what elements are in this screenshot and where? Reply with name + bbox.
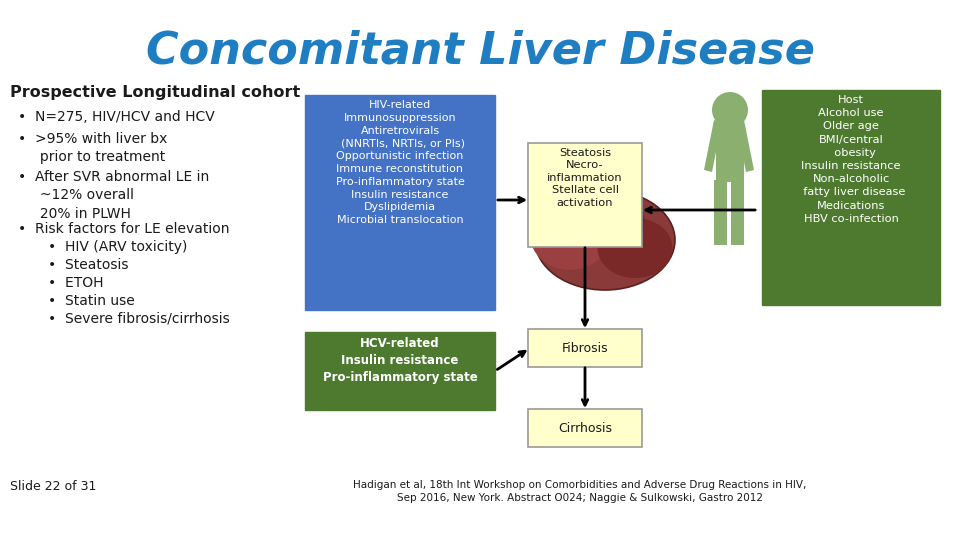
Text: •  After SVR abnormal LE in
     ~12% overall
     20% in PLWH: • After SVR abnormal LE in ~12% overall …: [18, 170, 209, 221]
Text: Steatosis
Necro-
inflammation
Stellate cell
activation: Steatosis Necro- inflammation Stellate c…: [547, 148, 623, 207]
FancyBboxPatch shape: [305, 332, 495, 410]
Text: •  ETOH: • ETOH: [48, 276, 104, 290]
Ellipse shape: [530, 200, 610, 270]
Text: •  N=275, HIV/HCV and HCV: • N=275, HIV/HCV and HCV: [18, 110, 215, 124]
FancyBboxPatch shape: [305, 95, 495, 310]
FancyBboxPatch shape: [528, 143, 642, 247]
Text: •  Steatosis: • Steatosis: [48, 258, 129, 272]
Text: •  HIV (ARV toxicity): • HIV (ARV toxicity): [48, 240, 187, 254]
FancyBboxPatch shape: [528, 329, 642, 367]
Text: Slide 22 of 31: Slide 22 of 31: [10, 480, 96, 493]
Text: HIV-related
Immunosuppression
Antiretrovirals
  (NNRTIs, NRTIs, or PIs)
Opportun: HIV-related Immunosuppression Antiretrov…: [334, 100, 466, 225]
Bar: [731, 180, 744, 245]
Text: Hadigan et al, 18th Int Workshop on Comorbidities and Adverse Drug Reactions in : Hadigan et al, 18th Int Workshop on Como…: [353, 480, 806, 503]
Text: Fibrosis: Fibrosis: [562, 341, 609, 354]
Text: •  Statin use: • Statin use: [48, 294, 134, 308]
Text: •  Severe fibrosis/cirrhosis: • Severe fibrosis/cirrhosis: [48, 312, 229, 326]
Text: Concomitant Liver Disease: Concomitant Liver Disease: [146, 30, 814, 73]
Ellipse shape: [565, 205, 625, 245]
Text: HCV-related
Insulin resistance
Pro-inflammatory state: HCV-related Insulin resistance Pro-infla…: [323, 337, 477, 384]
Ellipse shape: [605, 207, 645, 233]
Bar: [714, 180, 727, 245]
Text: Host
Alcohol use
Older age
BMI/central
  obesity
Insulin resistance
Non-alcoholi: Host Alcohol use Older age BMI/central o…: [796, 95, 905, 224]
Bar: [716, 114, 744, 182]
Text: Cirrhosis: Cirrhosis: [558, 422, 612, 435]
Circle shape: [712, 92, 748, 128]
Polygon shape: [736, 120, 754, 172]
FancyBboxPatch shape: [762, 90, 940, 305]
Text: •  >95% with liver bx
     prior to treatment: • >95% with liver bx prior to treatment: [18, 132, 167, 164]
Ellipse shape: [597, 218, 673, 278]
FancyBboxPatch shape: [528, 409, 642, 447]
Text: Prospective Longitudinal cohort: Prospective Longitudinal cohort: [10, 85, 300, 100]
Ellipse shape: [535, 190, 675, 290]
Text: •  Risk factors for LE elevation: • Risk factors for LE elevation: [18, 222, 229, 236]
Polygon shape: [704, 120, 722, 172]
